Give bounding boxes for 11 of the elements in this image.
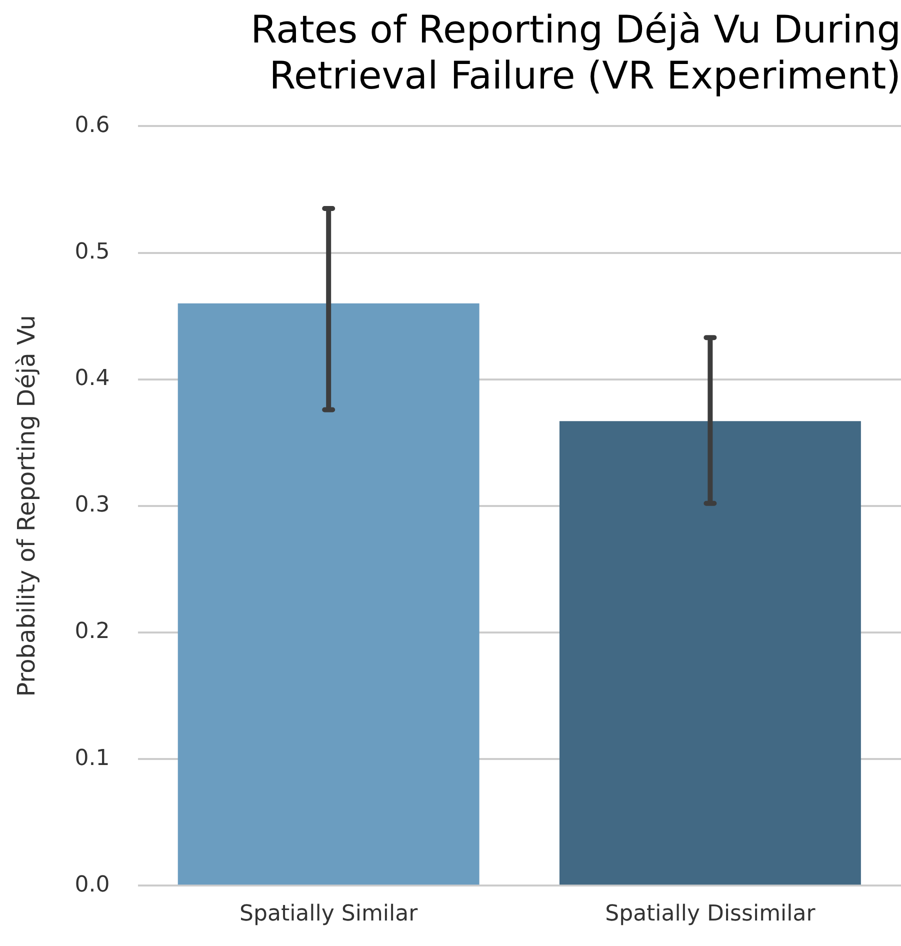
y-tick-label: 0.4: [74, 366, 110, 392]
y-tick-label: 0.3: [74, 492, 110, 518]
y-tick-label: 0.1: [74, 746, 110, 771]
y-axis-title: Probability of Reporting Déjà Vu: [12, 314, 41, 697]
y-tick-label: 0.6: [74, 112, 110, 138]
chart-title: Rates of Reporting Déjà Vu During Retrieval Failure (VR Experiment): [250, 8, 901, 98]
x-tick-label: Spatially Dissimilar: [605, 902, 816, 927]
y-tick-label: 0.0: [74, 872, 110, 898]
y-tick-label: 0.2: [74, 619, 110, 644]
x-tick-label: Spatially Similar: [240, 902, 419, 927]
y-tick-label: 0.5: [74, 239, 110, 264]
